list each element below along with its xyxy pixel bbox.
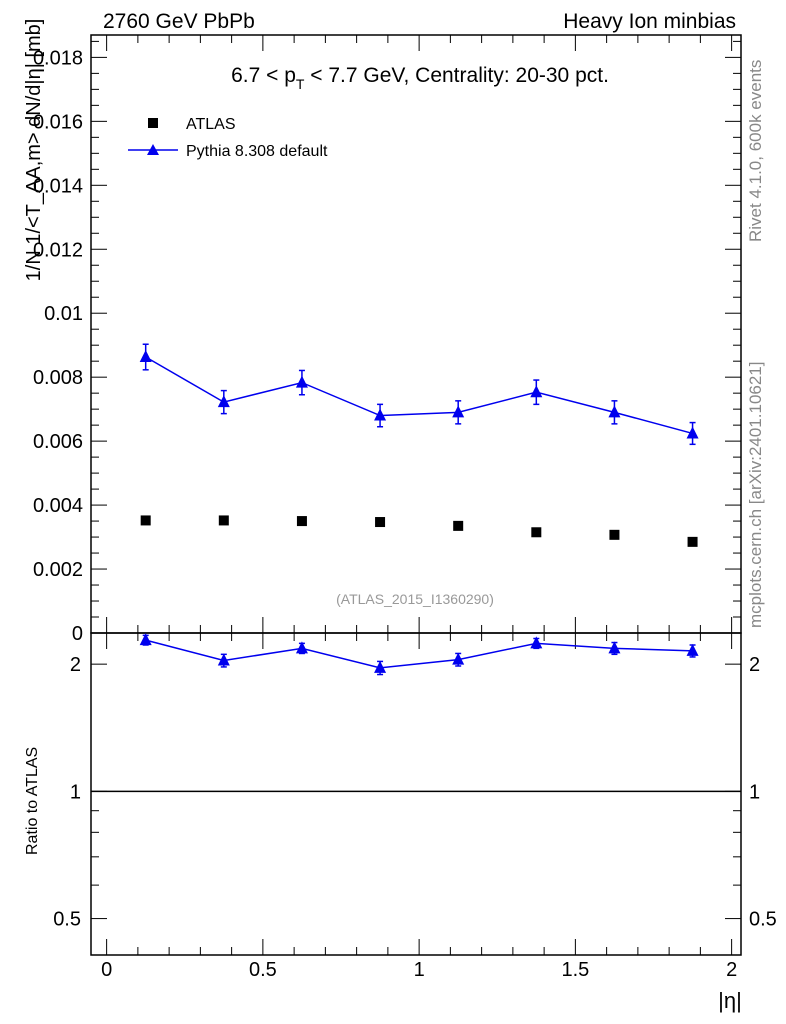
ratio-y-tick-label: 1 bbox=[70, 781, 81, 803]
legend-marker-atlas bbox=[148, 118, 158, 128]
atlas-data-point bbox=[296, 516, 307, 527]
x-tick-label: 0.5 bbox=[249, 959, 277, 981]
atlas-data-point bbox=[140, 515, 151, 526]
ratio-data-point bbox=[686, 643, 699, 656]
y-tick-label: 0.004 bbox=[33, 495, 83, 517]
main-y-axis-label: 1/N 1/<T_AA,m> dN/d|η| [mb] bbox=[23, 19, 45, 282]
pythia-data-point bbox=[452, 405, 465, 418]
ratio-y-tick-label-right: 1 bbox=[749, 781, 760, 803]
ratio-line bbox=[145, 639, 693, 669]
main-data bbox=[139, 343, 699, 547]
ratio-y-tick-label: 0.5 bbox=[53, 909, 81, 931]
pythia-data-point bbox=[686, 426, 699, 439]
ratio-y-tick-label: 2 bbox=[70, 654, 81, 676]
pythia-line bbox=[145, 356, 693, 435]
y-tick-label: 0.012 bbox=[33, 239, 83, 261]
ratio-y-tick-label-right: 0.5 bbox=[749, 909, 777, 931]
ratio-data-point bbox=[530, 636, 543, 649]
ratio-axes: 0 0.5 1 1.5 2 0.5 0.5 1 1 2 2 bbox=[53, 633, 777, 981]
atlas-data-point bbox=[375, 517, 386, 528]
ratio-plot-frame bbox=[90, 632, 742, 956]
rivet-version-label: Rivet 4.1.0, 600k events bbox=[746, 60, 765, 242]
main-axes: 0 0.002 0.004 0.006 0.008 0.01 0.012 0.014 0.016… bbox=[33, 35, 741, 645]
analysis-reference: (ATLAS_2015_I1360290) bbox=[336, 591, 494, 607]
pythia-data-point bbox=[374, 408, 387, 421]
main-plot-title: 6.7 < pT < 7.7 GeV, Centrality: 20-30 pc… bbox=[231, 64, 609, 92]
ratio-data-point bbox=[452, 652, 465, 665]
pythia-data-point bbox=[217, 395, 230, 408]
atlas-data-point bbox=[453, 520, 464, 531]
x-axis-label: |η| bbox=[718, 988, 742, 1013]
x-tick-label: 1 bbox=[414, 959, 425, 981]
atlas-data-point bbox=[609, 529, 620, 540]
y-tick-label: 0.008 bbox=[33, 367, 83, 389]
y-tick-label: 0.002 bbox=[33, 559, 83, 581]
y-tick-label: 0.01 bbox=[44, 303, 83, 325]
ratio-y-tick-label-right: 2 bbox=[749, 654, 760, 676]
ratio-data-point bbox=[295, 641, 308, 654]
header-left: 2760 GeV PbPb bbox=[103, 10, 255, 33]
legend-marker-pythia bbox=[147, 144, 159, 155]
x-tick-label: 2 bbox=[726, 959, 737, 981]
atlas-data-point bbox=[218, 515, 229, 526]
ratio-data bbox=[139, 633, 699, 676]
ratio-data-point bbox=[139, 633, 152, 646]
y-tick-label: 0 bbox=[72, 623, 83, 645]
pythia-data-point bbox=[295, 375, 308, 388]
legend: ATLAS Pythia 8.308 default bbox=[128, 116, 328, 160]
mcplots-label: mcplots.cern.ch [arXiv:2401.10621] bbox=[746, 362, 765, 628]
legend-label-pythia: Pythia 8.308 default bbox=[186, 143, 328, 160]
x-tick-label: 0 bbox=[101, 959, 112, 981]
pythia-data-point bbox=[530, 385, 543, 398]
pythia-data-point bbox=[139, 350, 152, 363]
header-right: Heavy Ion minbias bbox=[563, 10, 736, 33]
x-tick-label: 1.5 bbox=[561, 959, 589, 981]
y-tick-label: 0.014 bbox=[33, 175, 83, 197]
atlas-data-point bbox=[531, 527, 542, 538]
ratio-data-point bbox=[217, 653, 230, 666]
ratio-y-axis-label: Ratio to ATLAS bbox=[24, 747, 41, 855]
svg-text:1/N 1/<T_AA,m> dN/d|η| [mb]: 1/N 1/<T_AA,m> dN/d|η| [mb] bbox=[23, 19, 45, 282]
ratio-data-point bbox=[608, 641, 621, 654]
atlas-data-point bbox=[687, 536, 698, 547]
legend-label-atlas: ATLAS bbox=[186, 116, 236, 133]
y-tick-label: 0.016 bbox=[33, 111, 83, 133]
pythia-data-point bbox=[608, 405, 621, 418]
y-tick-label: 0.006 bbox=[33, 431, 83, 453]
y-tick-label: 0.018 bbox=[33, 47, 83, 69]
ratio-data-point bbox=[374, 660, 387, 673]
